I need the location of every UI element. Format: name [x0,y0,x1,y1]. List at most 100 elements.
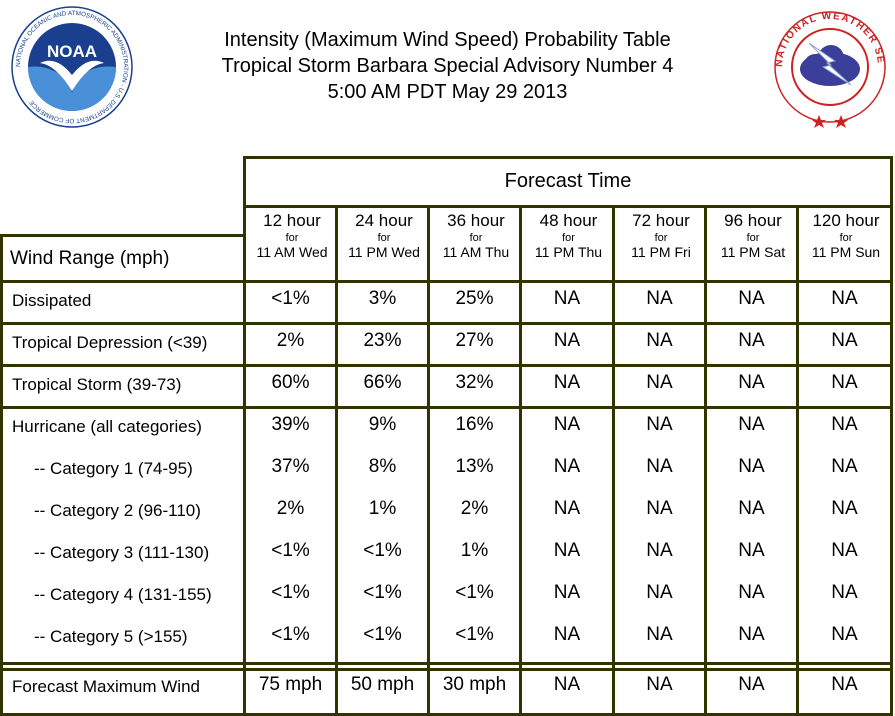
noaa-logo: NOAA NATIONAL OCEANIC AND ATMOSPHERIC AD… [11,6,133,128]
row-label: -- Category 2 (96-110) [34,501,201,520]
column-hours: 24 hour [355,211,413,230]
table-cell: 37% [271,456,310,477]
table-cell: 39% [271,414,310,435]
table-cell: NA [646,372,673,393]
table-cell: NA [646,498,673,519]
table-cell: NA [646,540,673,561]
row-label: Tropical Depression (<39) [12,333,208,352]
column-header-2: 24 hour for 11 PM Wed [338,208,430,282]
column-divider [243,156,246,716]
row-divider [0,406,893,409]
table-cell: NA [831,582,858,603]
table-cell: NA [646,414,673,435]
table-border-top-left [0,234,246,237]
column-when: 11 PM Wed [348,244,420,260]
table-cell: NA [831,372,858,393]
row-label: Hurricane (all categories) [12,417,202,436]
table-cell: <1% [363,540,402,561]
table-cell: <1% [271,288,310,309]
wind-range-label: Wind Range (mph) [10,248,170,269]
table-cell: NA [553,414,581,435]
table-cell: NA [553,624,581,645]
table-cell: NA [831,540,858,561]
table-border-bottom [0,713,893,716]
table-cell: 2% [460,498,489,519]
table-cell: NA [738,624,765,645]
row-divider [0,322,893,325]
table-cell: 9% [368,414,397,435]
table-cell: NA [738,498,765,519]
table-cell: 50 mph [350,674,415,695]
table-cell: 27% [455,330,494,351]
column-header-3: 36 hour for 11 AM Thu [430,208,522,282]
row-label: -- Category 3 (111-130) [34,543,210,562]
table-cell: <1% [363,624,402,645]
table-cell: 23% [363,330,402,351]
table-cell: NA [553,540,581,561]
table-cell: NA [738,674,765,695]
column-for: for [469,232,483,244]
header-divider [246,205,890,208]
column-header-7: 120 hour for 11 PM Sun [799,208,893,282]
table-cell: NA [646,582,673,603]
table-cell: <1% [455,582,494,603]
table-cell: <1% [271,540,310,561]
table-cell: 66% [363,372,402,393]
table-cell: NA [831,288,858,309]
table-cell: <1% [455,624,494,645]
table-cell: NA [831,674,858,695]
table-cell: 8% [368,456,397,477]
column-hours: 72 hour [632,211,690,230]
noaa-logo-text: NOAA [47,42,97,61]
table-cell: 25% [455,288,494,309]
table-cell: 60% [271,372,310,393]
column-header-1: 12 hour for 11 AM Wed [246,208,338,282]
column-hours: 36 hour [447,211,505,230]
table-cell: 3% [368,288,397,309]
table-cell: NA [646,288,673,309]
row-label: Dissipated [12,291,92,310]
table-border-right [890,208,893,716]
table-cell: 16% [455,414,494,435]
row-divider [0,280,893,283]
row-label: -- Category 5 (>155) [34,627,188,646]
table-cell: <1% [363,582,402,603]
column-header-6: 96 hour for 11 PM Sat [707,208,799,282]
table-cell: NA [646,674,673,695]
table-cell: NA [831,498,858,519]
table-cell: NA [738,330,765,351]
column-when: 11 PM Sun [811,244,881,260]
row-divider [0,662,893,665]
column-when: 11 AM Thu [442,244,510,260]
column-hours: 12 hour [263,211,321,230]
table-cell: 13% [455,456,494,477]
table-cell: NA [738,582,765,603]
table-cell: NA [553,674,581,695]
table-cell: NA [738,372,765,393]
column-for: for [377,232,391,244]
table-cell: 2% [276,498,305,519]
table-cell: NA [738,540,765,561]
column-for: for [285,232,299,244]
row-divider [0,364,893,367]
table-cell: NA [646,456,673,477]
table-cell: NA [738,456,765,477]
table-cell: NA [553,456,581,477]
column-for: for [839,232,853,244]
column-when: 11 PM Thu [534,244,603,260]
table-cell: NA [646,330,673,351]
table-cell: 2% [276,330,305,351]
table-cell: NA [553,330,581,351]
table-cell: <1% [271,582,310,603]
column-divider [427,208,430,716]
column-when: 11 AM Wed [256,244,328,260]
table-cell: NA [553,582,581,603]
column-divider [519,208,522,716]
column-divider [612,208,615,716]
table-border-left [0,234,3,716]
column-header-4: 48 hour for 11 PM Thu [522,208,615,282]
column-for: for [654,232,668,244]
title-line-3: 5:00 AM PDT May 29 2013 [327,81,568,103]
table-cell: NA [646,624,673,645]
table-cell: 1% [368,498,397,519]
